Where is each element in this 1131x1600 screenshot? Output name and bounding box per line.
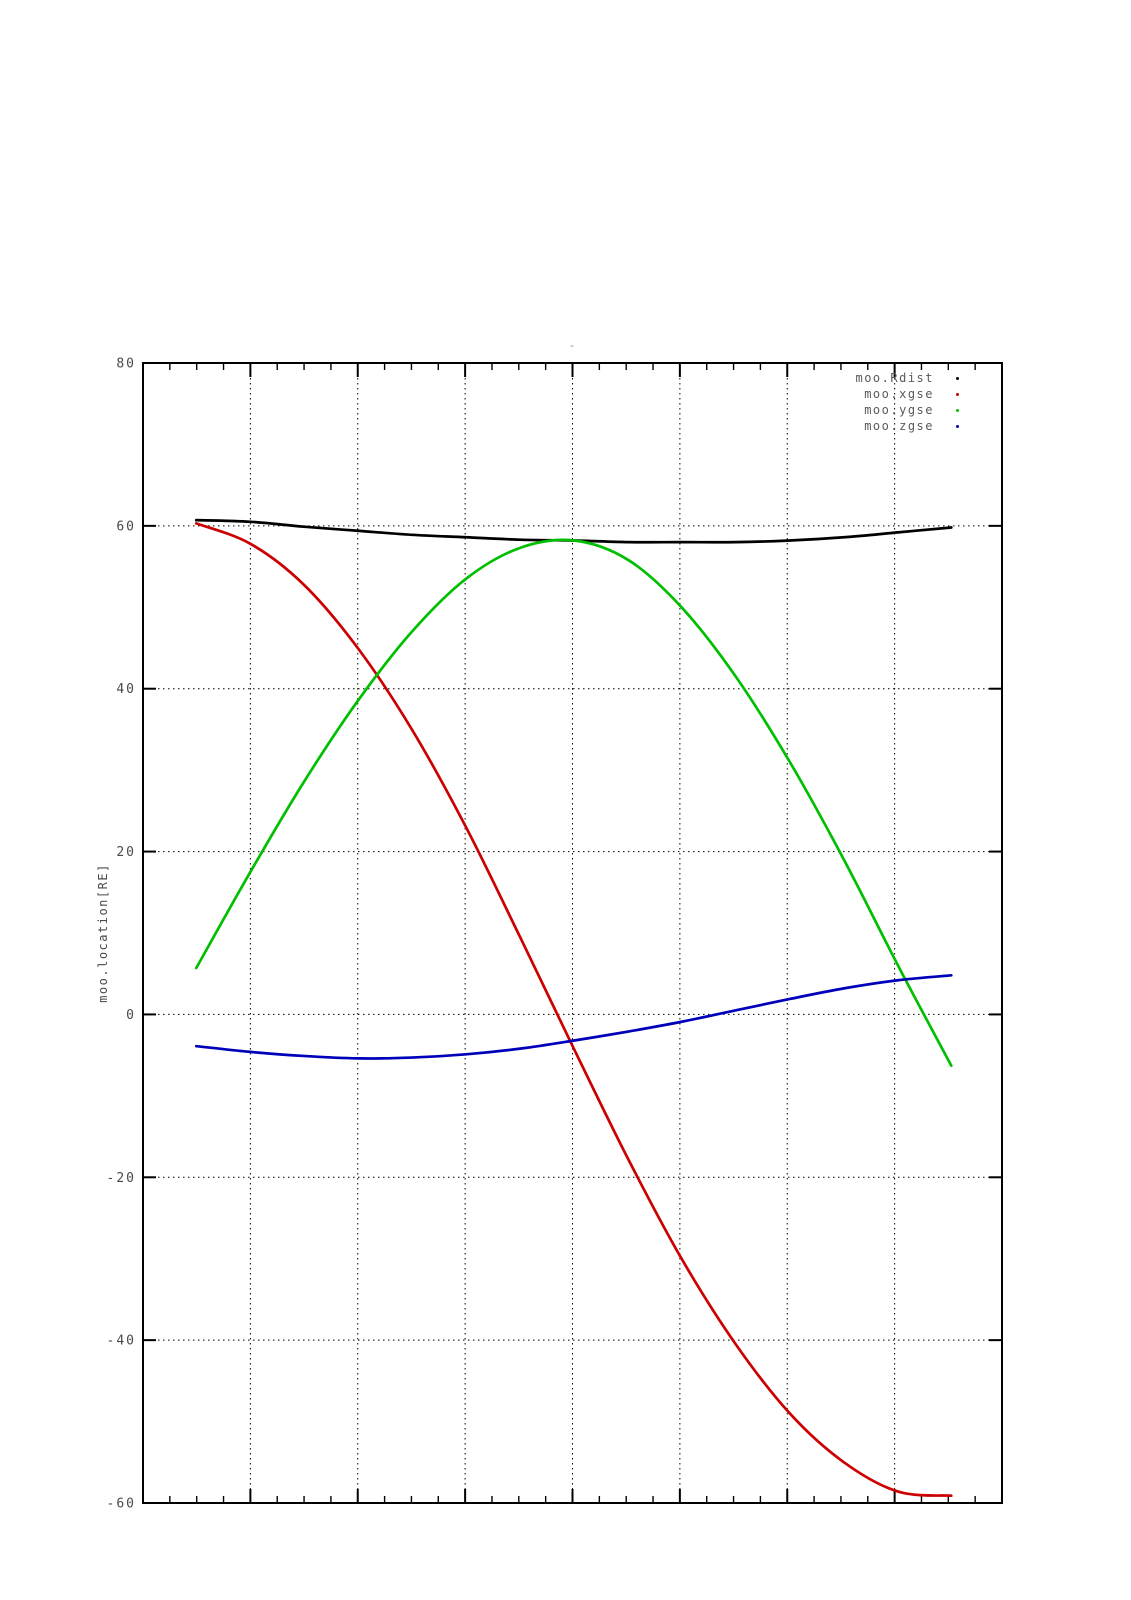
chart-title: - bbox=[568, 339, 577, 352]
y-tick-label: 40 bbox=[116, 682, 136, 697]
legend-label: moo.Rdist bbox=[855, 371, 934, 385]
legend-item-moo-xgse: moo.xgse bbox=[855, 386, 959, 402]
legend-label: moo.zgse bbox=[864, 419, 934, 433]
legend-item-moo-Rdist: moo.Rdist bbox=[855, 370, 959, 386]
series-line-moo-ygse bbox=[194, 538, 953, 1068]
y-tick-label: 20 bbox=[116, 845, 136, 860]
series-line-moo-xgse bbox=[194, 522, 953, 1498]
legend-label: moo.ygse bbox=[864, 403, 934, 417]
legend: moo.Rdist moo.xgse moo.ygse moo.zgse bbox=[855, 370, 959, 434]
legend-item-moo-ygse: moo.ygse bbox=[855, 402, 959, 418]
legend-marker-dot bbox=[956, 392, 959, 396]
legend-marker-dot bbox=[956, 376, 959, 380]
series-line-moo-Rdist bbox=[194, 518, 953, 544]
y-tick-label: 0 bbox=[126, 1008, 136, 1023]
plot-frame bbox=[142, 362, 1003, 1504]
y-tick-label: -60 bbox=[107, 1497, 136, 1512]
legend-label: moo.xgse bbox=[864, 387, 934, 401]
legend-item-moo-zgse: moo.zgse bbox=[855, 418, 959, 434]
y-tick-label: 60 bbox=[116, 519, 136, 534]
legend-marker-dot bbox=[956, 408, 959, 412]
y-tick-label: 80 bbox=[116, 357, 136, 372]
y-tick-label: -20 bbox=[107, 1171, 136, 1186]
series-line-moo-zgse bbox=[194, 973, 953, 1060]
y-tick-label: -40 bbox=[107, 1334, 136, 1349]
legend-marker-dot bbox=[956, 424, 959, 428]
